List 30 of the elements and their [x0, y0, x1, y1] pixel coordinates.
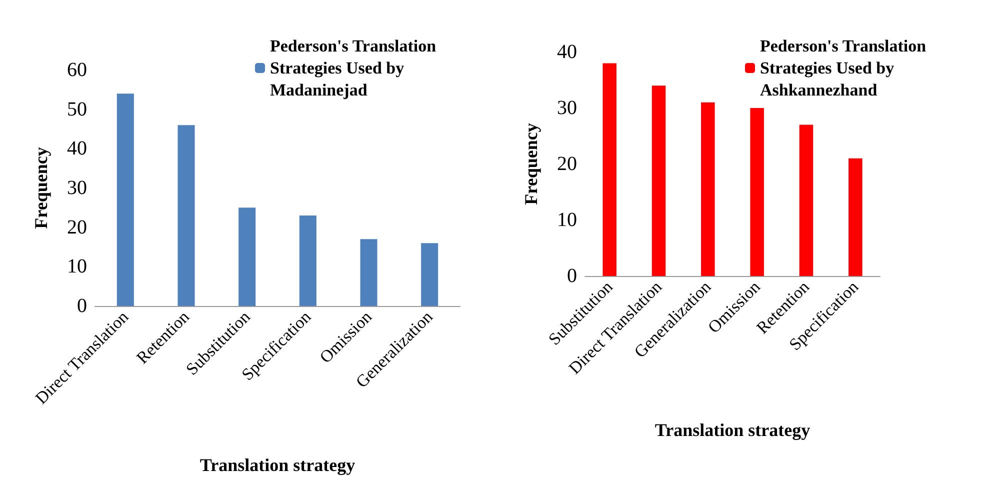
x-axis-title: Translation strategy	[200, 455, 356, 475]
y-tick-label: 60	[67, 59, 87, 81]
y-tick-label: 0	[77, 295, 87, 317]
y-axis-title: Frequency	[31, 147, 51, 229]
bar	[299, 216, 316, 306]
y-tick-label: 0	[567, 265, 577, 287]
y-tick-label: 40	[67, 138, 87, 160]
bar	[799, 124, 814, 276]
y-tick-label: 10	[67, 256, 87, 278]
y-tick-label: 20	[557, 153, 577, 175]
bar	[238, 208, 256, 306]
y-tick-label: 20	[67, 216, 87, 238]
bar	[701, 102, 715, 276]
legend-label: Pederson's Translation Strategies Used by Madaninejad	[270, 36, 440, 100]
y-tick-label: 40	[557, 41, 577, 63]
bar	[178, 125, 195, 306]
bar	[848, 158, 862, 276]
legend-label: Pederson's Translation Strategies Used by Ashkannezhand	[760, 36, 930, 100]
bar	[116, 94, 134, 306]
bar	[421, 243, 438, 306]
bar	[602, 63, 616, 276]
bar	[652, 86, 666, 276]
bar	[360, 239, 378, 306]
y-tick-label: 30	[67, 177, 87, 199]
bar	[750, 108, 764, 276]
y-axis-title: Frequency	[521, 123, 541, 205]
y-tick-label: 30	[557, 97, 577, 119]
y-tick-label: 10	[557, 209, 577, 231]
x-axis-title: Translation strategy	[654, 420, 810, 440]
y-tick-label: 50	[67, 98, 87, 120]
